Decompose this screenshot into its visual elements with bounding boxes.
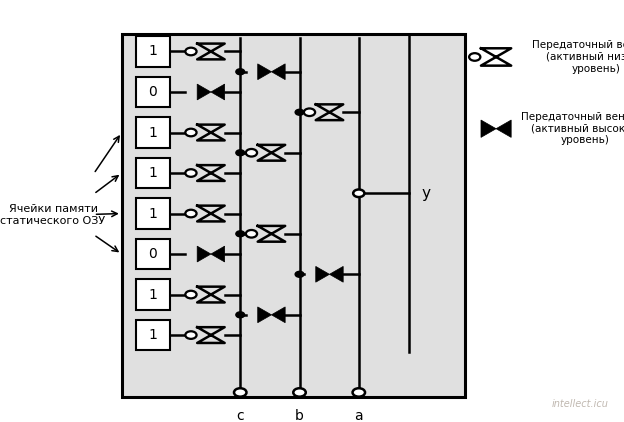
Polygon shape xyxy=(211,84,225,100)
Text: 1: 1 xyxy=(149,166,157,180)
Bar xyxy=(136,239,170,269)
Text: 0: 0 xyxy=(149,247,157,261)
Text: 1: 1 xyxy=(149,206,157,221)
Circle shape xyxy=(293,388,306,397)
Circle shape xyxy=(185,210,197,217)
Bar xyxy=(122,34,465,397)
Polygon shape xyxy=(258,64,271,80)
Circle shape xyxy=(185,129,197,136)
Text: 1: 1 xyxy=(149,287,157,302)
Bar xyxy=(136,279,170,310)
Circle shape xyxy=(246,230,257,238)
Circle shape xyxy=(236,312,245,318)
Circle shape xyxy=(353,189,364,197)
Polygon shape xyxy=(316,266,329,282)
Circle shape xyxy=(185,169,197,177)
Text: Передаточный вентиль
(активный низкий
уровень): Передаточный вентиль (активный низкий ур… xyxy=(532,41,624,73)
Circle shape xyxy=(236,150,245,156)
Bar xyxy=(136,117,170,148)
Circle shape xyxy=(185,331,197,339)
Text: c: c xyxy=(236,409,244,422)
Bar xyxy=(136,320,170,350)
Text: intellect.icu: intellect.icu xyxy=(552,399,608,409)
Text: Передаточный вентиль
(активный высокий
уровень): Передаточный вентиль (активный высокий у… xyxy=(520,112,624,145)
Circle shape xyxy=(304,108,315,116)
Polygon shape xyxy=(258,307,271,323)
Bar xyxy=(136,77,170,107)
Polygon shape xyxy=(197,84,211,100)
Bar xyxy=(136,158,170,188)
Polygon shape xyxy=(211,246,225,262)
Polygon shape xyxy=(329,266,343,282)
Polygon shape xyxy=(271,307,285,323)
Circle shape xyxy=(246,149,257,157)
Circle shape xyxy=(234,388,246,397)
Text: 1: 1 xyxy=(149,328,157,342)
Circle shape xyxy=(295,109,304,115)
Text: 0: 0 xyxy=(149,85,157,99)
Circle shape xyxy=(353,388,365,397)
Text: Ячейки памяти
статического ОЗУ: Ячейки памяти статического ОЗУ xyxy=(1,204,105,226)
Text: 1: 1 xyxy=(149,44,157,59)
Polygon shape xyxy=(496,120,511,138)
Bar xyxy=(136,198,170,229)
Circle shape xyxy=(185,291,197,298)
Circle shape xyxy=(469,53,480,61)
Circle shape xyxy=(295,271,304,277)
Text: y: y xyxy=(421,186,430,201)
Circle shape xyxy=(236,69,245,75)
Polygon shape xyxy=(481,120,496,138)
Circle shape xyxy=(236,231,245,237)
Text: b: b xyxy=(295,409,304,422)
Text: a: a xyxy=(354,409,363,422)
Circle shape xyxy=(185,48,197,55)
Text: 1: 1 xyxy=(149,125,157,140)
Polygon shape xyxy=(197,246,211,262)
Bar xyxy=(136,36,170,67)
Polygon shape xyxy=(271,64,285,80)
